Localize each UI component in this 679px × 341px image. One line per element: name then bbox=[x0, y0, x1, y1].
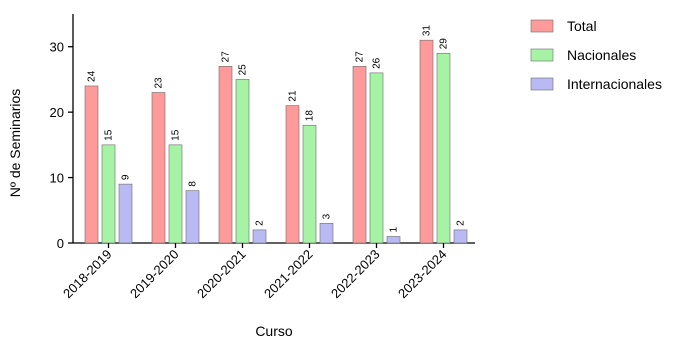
bar-total bbox=[419, 39, 434, 244]
bar-total bbox=[285, 105, 300, 244]
data-label: 1 bbox=[389, 226, 400, 232]
bar-total bbox=[151, 92, 166, 244]
bar-internacionales bbox=[319, 223, 334, 244]
y-tick-label: 0 bbox=[57, 236, 64, 251]
bar-nacionales bbox=[436, 52, 451, 244]
bar-total bbox=[84, 85, 99, 244]
bar-total bbox=[218, 66, 233, 244]
data-label: 21 bbox=[288, 90, 299, 102]
bar-internacionales bbox=[118, 183, 133, 244]
data-label: 27 bbox=[221, 51, 232, 63]
data-label: 2 bbox=[456, 220, 467, 226]
data-label: 3 bbox=[322, 213, 333, 219]
y-tick-label: 10 bbox=[50, 171, 64, 186]
data-label: 15 bbox=[171, 129, 182, 141]
bar-total bbox=[352, 66, 367, 244]
legend-swatch bbox=[530, 19, 554, 33]
legend-swatch bbox=[530, 77, 554, 91]
bar-internacionales bbox=[185, 190, 200, 244]
bar-internacionales bbox=[386, 236, 401, 244]
bar-nacionales bbox=[235, 79, 250, 244]
data-label: 24 bbox=[87, 70, 98, 82]
legend-swatch bbox=[530, 48, 554, 62]
legend-label: Internacionales bbox=[567, 76, 662, 92]
data-label: 23 bbox=[154, 77, 165, 89]
y-tick-label: 30 bbox=[50, 40, 64, 55]
x-tick-label: 2022-2023 bbox=[328, 247, 383, 302]
x-tick-label: 2023-2024 bbox=[395, 247, 450, 302]
y-tick-label: 20 bbox=[50, 105, 64, 120]
x-tick-label: 2019-2020 bbox=[127, 247, 182, 302]
x-tick-label: 2021-2022 bbox=[261, 247, 316, 302]
data-label: 31 bbox=[422, 25, 433, 37]
legend-label: Nacionales bbox=[567, 47, 636, 63]
bar-nacionales bbox=[302, 124, 317, 244]
legend-label: Total bbox=[567, 18, 597, 34]
bar-internacionales bbox=[453, 229, 468, 244]
data-label: 8 bbox=[188, 181, 199, 187]
data-label: 2 bbox=[255, 220, 266, 226]
legend: Total Nacionales Internacionales bbox=[530, 18, 662, 92]
data-label: 18 bbox=[305, 110, 316, 122]
x-tick-label: 2018-2019 bbox=[60, 247, 115, 302]
bar-nacionales bbox=[369, 72, 384, 244]
data-label: 26 bbox=[372, 57, 383, 69]
data-label: 29 bbox=[439, 38, 450, 50]
plot-area: 0102030241592018-2019231582019-202027252… bbox=[50, 14, 475, 301]
bar-internacionales bbox=[252, 229, 267, 244]
data-label: 25 bbox=[238, 64, 249, 76]
y-axis-title: Nº de Seminarios bbox=[7, 89, 23, 198]
data-label: 9 bbox=[121, 174, 132, 180]
data-label: 15 bbox=[104, 129, 115, 141]
bar-nacionales bbox=[168, 144, 183, 244]
x-tick-label: 2020-2021 bbox=[194, 247, 249, 302]
data-label: 27 bbox=[355, 51, 366, 63]
bar-nacionales bbox=[101, 144, 116, 244]
x-axis-title: Curso bbox=[255, 323, 293, 339]
